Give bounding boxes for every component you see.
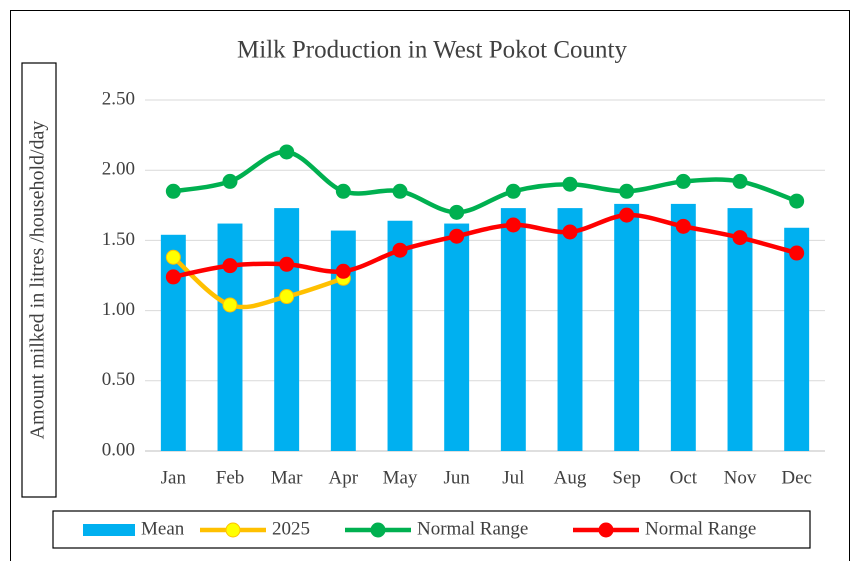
marker [449, 228, 465, 244]
x-tick-label: Apr [329, 467, 359, 488]
chart-title: Milk Production in West Pokot County [237, 37, 627, 64]
y-tick-label: 2.00 [102, 159, 135, 180]
legend-marker [598, 522, 614, 538]
legend-label: 2025 [272, 518, 310, 539]
legend-marker [370, 522, 386, 538]
line [172, 149, 798, 215]
bar [670, 203, 696, 451]
x-tick-label: Jan [161, 467, 187, 488]
marker [165, 269, 181, 285]
y-axis-title: Amount milked in litres /household/day [27, 121, 49, 440]
bar [500, 208, 526, 451]
marker [732, 230, 748, 246]
bar [444, 223, 470, 451]
marker [165, 249, 181, 265]
marker [279, 256, 295, 272]
chart-border [10, 10, 850, 561]
x-tick-label: Mar [271, 467, 303, 488]
marker [619, 207, 635, 223]
y-tick-label: 0.00 [102, 439, 135, 460]
marker [222, 258, 238, 274]
marker [562, 176, 578, 192]
marker [449, 204, 465, 220]
y-tick-label: 1.00 [102, 299, 135, 320]
y-tick-label: 2.50 [102, 88, 135, 109]
legend-box [52, 510, 811, 549]
x-tick-label: Sep [612, 467, 641, 488]
marker [392, 242, 408, 258]
marker [279, 144, 295, 160]
legend-marker [225, 522, 241, 538]
legend-label: Mean [141, 518, 185, 539]
bar [387, 220, 413, 451]
marker [505, 217, 521, 233]
x-tick-label: Oct [670, 467, 698, 488]
marker [619, 183, 635, 199]
marker [562, 224, 578, 240]
line [172, 212, 798, 280]
marker [222, 173, 238, 189]
x-tick-label: May [383, 467, 418, 488]
y-title-box [21, 62, 57, 498]
y-tick-label: 1.50 [102, 229, 135, 250]
legend-label: Normal Range [417, 518, 528, 539]
bar [217, 223, 243, 451]
x-tick-label: Feb [216, 467, 245, 488]
marker [789, 245, 805, 261]
marker [789, 193, 805, 209]
line [171, 255, 345, 310]
x-tick-label: Dec [781, 467, 812, 488]
x-tick-label: Nov [724, 467, 757, 488]
bar [614, 203, 640, 451]
x-tick-label: Aug [554, 467, 587, 488]
bar [557, 208, 583, 451]
bar [330, 230, 356, 451]
marker [732, 173, 748, 189]
marker [165, 183, 181, 199]
x-tick-label: Jun [443, 467, 470, 488]
legend-swatch [83, 524, 135, 536]
marker [222, 297, 238, 313]
marker [335, 183, 351, 199]
legend-label: Normal Range [645, 518, 756, 539]
bar [784, 227, 810, 451]
marker [675, 173, 691, 189]
marker [392, 183, 408, 199]
x-tick-label: Jul [502, 467, 524, 488]
marker [279, 289, 295, 305]
bar [727, 208, 753, 451]
marker [505, 183, 521, 199]
marker [675, 218, 691, 234]
y-tick-label: 0.50 [102, 369, 135, 390]
bar [274, 208, 300, 451]
marker [335, 263, 351, 279]
